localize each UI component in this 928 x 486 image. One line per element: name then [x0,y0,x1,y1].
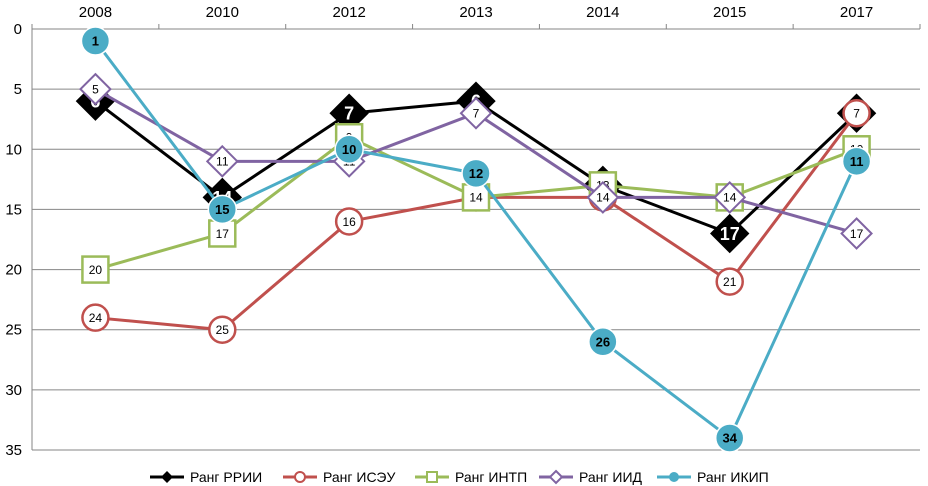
data-label: 15 [215,202,229,217]
data-label: 11 [216,155,229,169]
data-label: 10 [342,142,356,157]
x-tick-label: 2014 [586,4,619,21]
data-label: 7 [853,107,860,121]
legend-item: Ранг РРИИ [150,469,262,485]
data-label: 14 [469,191,483,205]
data-label: 16 [342,215,356,229]
legend-marker [295,472,305,482]
y-tick-label: 35 [5,442,22,459]
x-tick-label: 2013 [459,4,492,21]
data-label: 17 [850,227,864,241]
y-tick-label: 30 [5,382,22,399]
legend-item: Ранг ИСЭУ [283,469,395,485]
series-2: 24 25 16 14 14 21 7 [82,100,869,343]
legend-item: Ранг ИКИП [657,469,769,485]
x-tick-label: 2010 [206,4,239,21]
legend-marker [161,471,173,483]
legend-label: Ранг ИИД [579,469,643,485]
legend-label: Ранг ИСЭУ [323,469,395,485]
legend-marker [669,472,679,482]
y-tick-label: 5 [14,81,22,98]
x-tick-label: 2012 [332,4,365,21]
legend-label: Ранг РРИИ [190,469,262,485]
legend-item: Ранг ИНТП [415,469,527,485]
legend-marker [550,471,562,483]
x-tick-label: 2008 [79,4,112,21]
data-label: 24 [89,311,103,325]
data-label: 12 [469,166,483,181]
y-tick-label: 0 [14,21,22,38]
data-label: 5 [92,82,99,96]
y-tick-label: 10 [5,141,22,158]
data-label: 34 [722,431,737,446]
data-label: 7 [344,104,354,124]
data-label: 7 [473,107,480,121]
y-tick-label: 25 [5,322,22,339]
legend-item: Ранг ИИД [539,469,643,485]
legend-marker [427,472,437,482]
series-lines: 6147613177242516141421720179141314105111… [76,27,875,452]
legend-label: Ранг ИНТП [455,469,527,485]
data-label: 14 [596,191,610,205]
data-label: 25 [216,323,230,337]
x-tick-label: 2017 [840,4,873,21]
data-label: 17 [720,224,740,244]
rank-line-chart: 051015202530352008 2010 2012 2013 2014 2015 20… [0,0,928,486]
data-label: 20 [89,263,103,277]
data-label: 21 [723,275,737,289]
data-label: 11 [850,154,864,169]
data-label: 14 [723,191,737,205]
data-label: 17 [216,227,230,241]
y-tick-label: 15 [5,201,22,218]
y-tick-label: 20 [5,262,22,279]
legend-label: Ранг ИКИП [697,469,769,485]
data-label: 1 [92,34,99,49]
x-tick-label: 2015 [713,4,746,21]
data-label: 26 [596,334,610,349]
legend: Ранг РРИИ Ранг ИСЭУ Ранг ИНТП Ранг ИИД Ранг … [150,469,769,485]
